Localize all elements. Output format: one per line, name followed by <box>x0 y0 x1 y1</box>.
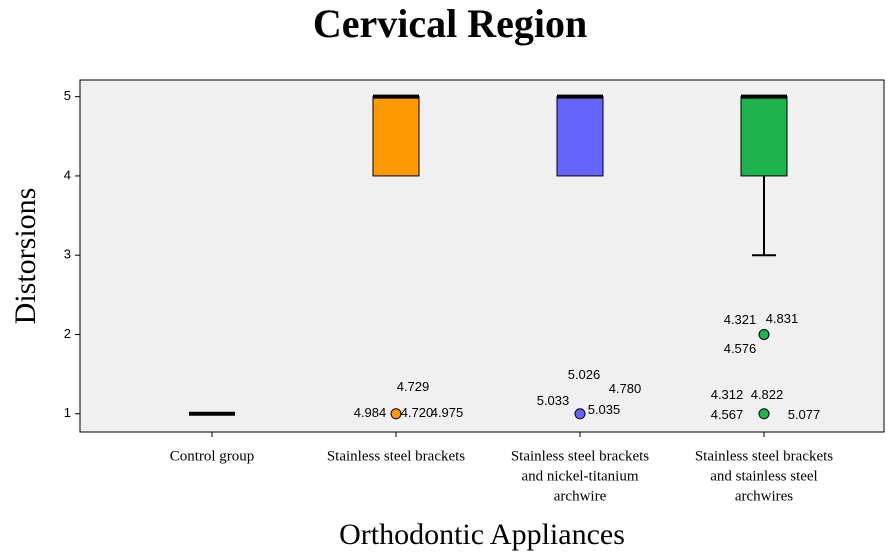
outlier-label: 4.321 <box>724 312 757 327</box>
outlier-label: 4.822 <box>751 387 784 402</box>
y-axis-label: Distorsions <box>9 188 42 325</box>
outlier-label: 4.720 <box>401 405 434 420</box>
outlier-label: 4.975 <box>431 405 464 420</box>
outlier-label: 4.831 <box>766 311 799 326</box>
chart-title: Cervical Region <box>313 1 587 46</box>
outlier-label: 5.033 <box>537 393 570 408</box>
x-tick-label: archwires <box>735 488 793 504</box>
x-tick-label: Stainless steel brackets <box>511 448 649 464</box>
outlier <box>390 408 402 420</box>
x-tick-label: and stainless steel <box>710 468 817 484</box>
outlier-label: 5.077 <box>788 407 821 422</box>
outlier-label: 4.780 <box>609 381 642 396</box>
x-tick-label: archwire <box>554 488 607 504</box>
x-axis-label: Orthodontic Appliances <box>339 518 625 551</box>
x-tick-label: and nickel-titanium <box>521 468 638 484</box>
y-tick-label: 5 <box>64 88 71 103</box>
outlier <box>574 408 586 420</box>
outlier <box>758 408 770 420</box>
outlier <box>758 328 770 340</box>
y-tick-label: 1 <box>64 405 71 420</box>
box <box>372 96 420 177</box>
x-tick-label: Stainless steel brackets <box>327 448 465 464</box>
outlier-label: 5.035 <box>588 402 621 417</box>
outlier-label: 4.576 <box>724 341 757 356</box>
outlier-label: 4.984 <box>354 405 387 420</box>
y-tick-label: 4 <box>64 167 71 182</box>
x-tick-label: Stainless steel brackets <box>695 448 833 464</box>
y-tick-label: 2 <box>64 326 71 341</box>
x-tick-label: Control group <box>170 448 255 464</box>
outlier-label: 5.026 <box>568 367 601 382</box>
outlier-label: 4.729 <box>397 379 430 394</box>
y-tick-label: 3 <box>64 247 71 262</box>
outlier-label: 4.567 <box>711 407 744 422</box>
box <box>740 96 788 177</box>
outlier-label: 4.312 <box>711 387 744 402</box>
box <box>556 96 604 177</box>
